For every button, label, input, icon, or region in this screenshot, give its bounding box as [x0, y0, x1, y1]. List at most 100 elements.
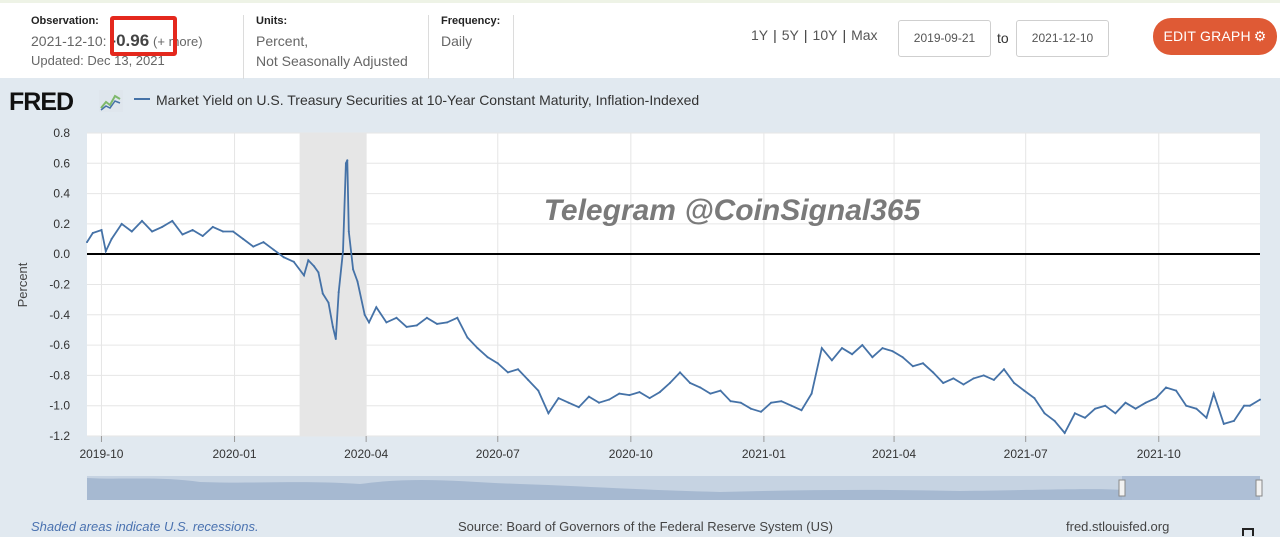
observation-value: -0.96: [110, 31, 150, 50]
data-point: [415, 324, 418, 327]
data-point: [1144, 401, 1147, 404]
units-line1: Percent,: [256, 33, 309, 49]
data-point: [517, 368, 519, 371]
range-max[interactable]: Max: [851, 27, 878, 43]
data-point: [337, 291, 340, 294]
site-link[interactable]: fred.stlouisfed.org: [1066, 519, 1170, 534]
data-point: [992, 378, 995, 381]
data-point: [321, 292, 324, 295]
data-point: [1094, 407, 1097, 410]
data-point: [942, 382, 945, 384]
data-point: [363, 313, 366, 316]
data-point: [232, 230, 235, 233]
range-1y[interactable]: 1Y: [751, 27, 769, 43]
data-point: [385, 321, 388, 324]
data-point: [1185, 404, 1188, 407]
data-point: [537, 389, 540, 392]
data-point: [557, 397, 560, 400]
data-point: [1175, 389, 1178, 392]
legend-swatch: [134, 98, 150, 101]
fred-logo[interactable]: FRED: [9, 88, 74, 116]
navigator-area: [87, 478, 1122, 500]
data-point: [901, 356, 904, 359]
data-point: [191, 229, 194, 231]
data-point: [760, 410, 762, 413]
data-point: [1043, 412, 1046, 415]
series-points: [86, 159, 1261, 434]
data-point: [972, 377, 975, 380]
data-point: [1073, 412, 1076, 415]
fullscreen-icon[interactable]: [1242, 528, 1254, 537]
data-point: [1222, 422, 1225, 425]
data-point: [368, 321, 370, 324]
data-point: [1013, 382, 1016, 384]
data-point: [668, 382, 671, 384]
data-point: [104, 250, 107, 253]
header-divider: [513, 15, 514, 79]
data-point: [303, 274, 305, 277]
date-from-input[interactable]: 2019-09-21: [898, 20, 991, 57]
y-tick-label: -0.4: [49, 308, 70, 322]
range-5y[interactable]: 5Y: [781, 27, 799, 43]
range-10y[interactable]: 10Y: [812, 27, 838, 43]
y-axis-label: Percent: [15, 262, 30, 307]
data-point: [110, 238, 113, 240]
units-block: Units: Percent, Not Seasonally Adjusted: [256, 15, 408, 71]
units-line2: Not Seasonally Adjusted: [256, 53, 408, 69]
recession-note: Shaded areas indicate U.S. recessions.: [31, 519, 259, 534]
data-point: [922, 362, 924, 365]
x-axis-ticks: 2019-10 2020-01 2020-04 2020-07 2020-10 2021-…: [79, 436, 1181, 461]
data-point: [342, 250, 344, 253]
data-point: [749, 407, 752, 410]
observation-updated: Updated: Dec 13, 2021: [31, 53, 165, 68]
data-point: [770, 401, 773, 404]
data-point: [352, 268, 355, 271]
data-point: [201, 235, 204, 237]
data-point: [820, 347, 823, 350]
date-to-label: to: [997, 30, 1009, 46]
data-point: [1243, 404, 1246, 407]
data-point: [1084, 416, 1086, 419]
data-point: [346, 159, 349, 162]
highlight-annotation-box: [110, 16, 177, 56]
data-point: [962, 383, 965, 386]
range-separator: |: [842, 27, 847, 43]
data-point: [425, 316, 428, 319]
edit-graph-button[interactable]: EDIT GRAPH ⚙: [1153, 18, 1277, 55]
data-point: [327, 301, 330, 304]
navigator-handle-left[interactable]: [1118, 479, 1126, 497]
range-selector: 1Y | 5Y | 10Y | Max: [751, 27, 878, 43]
data-point: [436, 322, 438, 325]
y-tick-label: -0.8: [49, 368, 70, 382]
navigator-selection[interactable]: [1122, 476, 1260, 500]
frequency-value: Daily: [441, 33, 473, 49]
y-tick-label: 0.4: [53, 187, 70, 201]
data-point: [476, 347, 479, 350]
data-point: [1212, 392, 1215, 395]
header-divider: [428, 15, 429, 79]
x-tick-label: 2020-10: [609, 447, 653, 461]
data-point: [739, 401, 742, 404]
data-point: [282, 256, 285, 259]
data-point: [171, 219, 174, 222]
navigator-handle-right[interactable]: [1255, 479, 1263, 497]
data-point: [618, 392, 621, 395]
data-point: [780, 400, 783, 403]
y-tick-label: 0.6: [53, 156, 70, 170]
data-point: [608, 398, 611, 401]
data-point: [375, 306, 378, 309]
data-point: [891, 350, 894, 353]
date-to-input[interactable]: 2021-12-10: [1016, 20, 1109, 57]
frequency-block: Frequency: Daily: [441, 15, 500, 51]
data-point: [486, 356, 489, 359]
data-point: [1033, 397, 1036, 400]
data-point: [344, 162, 347, 165]
observation-more-link[interactable]: (+ more): [153, 34, 203, 49]
data-point: [871, 356, 874, 359]
y-tick-label: -0.2: [49, 278, 70, 292]
data-point: [331, 325, 334, 328]
data-point: [252, 245, 255, 248]
y-tick-label: -1.0: [49, 399, 70, 413]
data-point: [496, 362, 499, 365]
data-point: [628, 394, 631, 397]
